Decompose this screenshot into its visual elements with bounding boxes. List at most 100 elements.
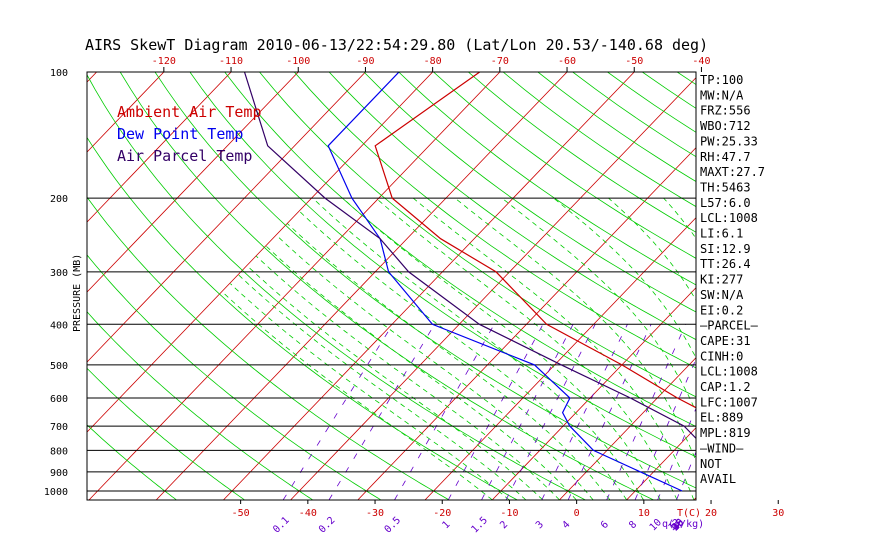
pressure-tick-label: 500 <box>50 361 68 372</box>
pressure-tick-label: 700 <box>50 422 68 433</box>
isotherm-line <box>87 72 299 293</box>
dry-adiabat-line <box>398 72 696 286</box>
stat-item: WBO:712 <box>700 119 751 133</box>
stat-item: LCL:1008 <box>700 211 758 225</box>
stat-item: EL:889 <box>700 411 743 425</box>
isotherm-line <box>87 72 434 433</box>
grid-layer <box>0 63 870 500</box>
moist-adiabat-line <box>287 223 611 500</box>
dry-adiabat-line <box>259 72 696 398</box>
stat-item: CINH:0 <box>700 349 743 363</box>
isotherm-line <box>424 217 696 500</box>
mixing-ratio-line <box>567 324 652 500</box>
top-tick-label: -40 <box>692 56 710 67</box>
dry-adiabat-line <box>87 74 586 500</box>
isotherm-line <box>761 63 870 500</box>
moist-adiabat-line <box>801 198 829 500</box>
isotherm-line <box>357 147 696 500</box>
mixing-unit-label: q(g/kg) <box>662 519 704 530</box>
pressure-tick-label: 300 <box>50 268 68 279</box>
pressure-tick-label: 1000 <box>44 487 68 498</box>
moist-adiabat-line <box>230 283 510 500</box>
bottom-tick-label: -30 <box>366 508 384 519</box>
stat-item: CAP:1.2 <box>700 380 751 394</box>
stat-item: KI:277 <box>700 273 743 287</box>
mixing-ratio-label: 4 <box>560 519 572 531</box>
bottom-tick-label: 30 <box>772 508 784 519</box>
top-tick-label: -50 <box>625 56 643 67</box>
stat-item: —WIND— <box>700 441 744 455</box>
mixing-ratio-line <box>541 324 628 500</box>
mixing-ratio-label: 8 <box>627 519 639 531</box>
isotherm-line <box>87 72 232 223</box>
mixing-ratio-line <box>776 324 837 500</box>
parcel-temp-line <box>243 72 696 440</box>
mixing-ratio-line <box>606 324 687 500</box>
dry-adiabat-line <box>87 196 450 500</box>
mixing-ratio-line <box>756 324 819 500</box>
plot-frame <box>86 71 697 501</box>
pressure-lines <box>87 197 696 492</box>
ambient-temp-line <box>374 72 696 409</box>
stat-item: L57:6.0 <box>700 196 751 210</box>
legend-item: Ambient Air Temp <box>117 103 262 121</box>
mixing-ratio-label: 3 <box>534 519 546 531</box>
moist-adiabat-line <box>312 197 644 500</box>
moist-adiabat-line <box>608 197 696 302</box>
bottom-temp-axis: -50 -40 -30 -20 -10 0 10 20 30 T(C) <box>232 500 784 519</box>
pressure-tick-label: 100 <box>50 68 68 79</box>
stat-item: MW:N/A <box>700 88 744 102</box>
stat-item: SW:N/A <box>700 288 744 302</box>
bottom-tick-label: -10 <box>500 508 518 519</box>
bottom-tick-label: -40 <box>299 508 317 519</box>
mixing-ratio-label: 6 <box>599 519 611 531</box>
isotherm-line <box>87 72 366 363</box>
pressure-tick-label: 900 <box>50 468 68 479</box>
dry-adiabat-line <box>782 72 870 500</box>
stat-item: NOT <box>700 457 722 471</box>
mixing-ratio-label: 1.5 <box>469 515 490 536</box>
top-tick-label: -110 <box>219 56 243 67</box>
moist-adiabat-line <box>238 274 527 500</box>
dry-adiabat-line <box>189 72 696 458</box>
stat-item: RH:47.7 <box>700 150 751 164</box>
stat-item: TT:26.4 <box>700 257 751 271</box>
top-temp-axis: -120 -110 -100 -90 -80 -70 -60 -50 -40 <box>152 56 710 72</box>
dry-adiabat-line <box>294 72 696 369</box>
top-tick-label: -60 <box>558 56 576 67</box>
dry-adiabat-line <box>119 72 654 500</box>
dry-adiabat-line <box>87 254 382 500</box>
mixing-ratio-line <box>328 324 435 500</box>
isotherm-line <box>0 63 38 500</box>
bottom-tick-label: 10 <box>638 508 650 519</box>
moist-adiabat-line <box>375 197 678 500</box>
dry-adiabat-line <box>502 72 696 208</box>
mixing-ratio-label: 0.5 <box>383 515 404 536</box>
moist-adiabat-line <box>501 197 696 413</box>
mixing-ratio-label: 1 <box>441 519 453 531</box>
top-tick-label: -70 <box>491 56 509 67</box>
dry-adiabat-line <box>747 72 870 500</box>
stat-item: TP:100 <box>700 73 743 87</box>
stat-item: LI:6.1 <box>700 227 743 241</box>
pressure-tick-label: 400 <box>50 320 68 331</box>
series-layer <box>243 72 696 492</box>
dry-adiabat-line <box>363 72 696 313</box>
moist-adiabat-line <box>412 197 695 500</box>
stat-item: MPL:819 <box>700 426 751 440</box>
dry-adiabat-line <box>328 72 696 341</box>
moist-adiabat-line <box>265 245 577 500</box>
legend-item: Dew Point Temp <box>117 125 243 143</box>
stat-item: PW:25.33 <box>700 134 758 148</box>
pressure-tick-label: 200 <box>50 194 68 205</box>
moist-adiabat-line <box>342 197 661 500</box>
dry-adiabat-line <box>851 72 870 500</box>
y-axis-label: PRESSURE (MB) <box>72 254 83 332</box>
pressure-tick-label: 800 <box>50 446 68 457</box>
moist-adiabat-line <box>255 255 560 500</box>
legend: Ambient Air Temp Dew Point Temp Air Parcel… <box>117 103 262 165</box>
isotherm-line <box>155 72 568 500</box>
moist-adiabat-line <box>246 265 543 500</box>
isotherm-line <box>290 77 696 500</box>
